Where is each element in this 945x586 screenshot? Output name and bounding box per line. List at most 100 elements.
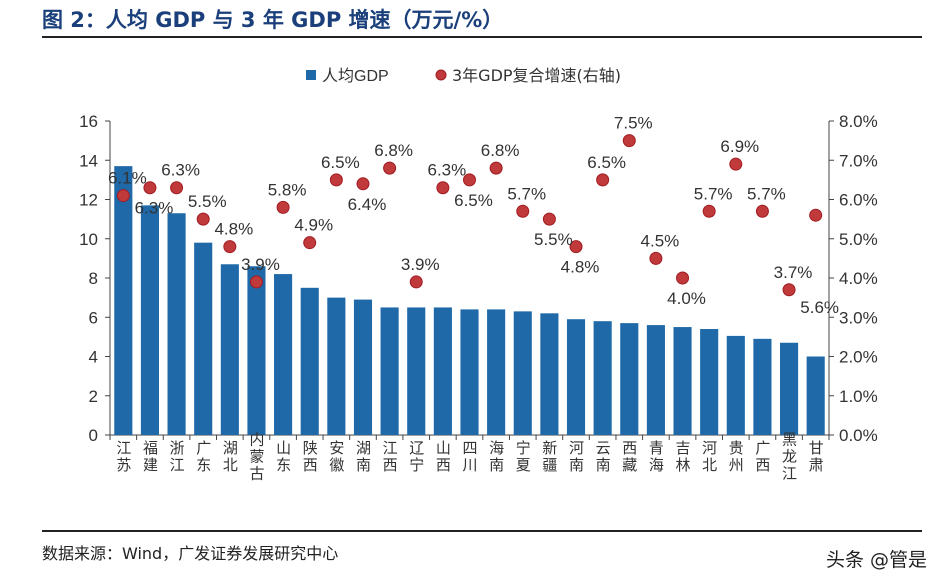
right-tick-label: 0.0% [839, 426, 878, 445]
legend-dot-swatch [435, 69, 447, 81]
legend-bar-label: 人均GDP [322, 67, 389, 85]
x-tick-label: 青海 [647, 440, 665, 474]
right-tick-label: 7.0% [839, 151, 878, 170]
data-label: 6.5% [321, 153, 360, 172]
dot-内蒙古 [249, 275, 263, 289]
dot-江苏 [116, 189, 130, 203]
x-tick-label: 广东 [194, 440, 212, 474]
data-label: 3.9% [241, 255, 280, 274]
left-tick-label: 10 [79, 230, 98, 249]
bar-甘肃 [806, 356, 825, 435]
x-tick-label: 辽宁 [407, 440, 425, 474]
x-tick-label: 吉林 [674, 440, 692, 474]
data-label: 5.6% [800, 298, 839, 317]
right-tick-label: 3.0% [839, 308, 878, 327]
x-tick-label: 河南 [567, 440, 585, 474]
bar-福建 [140, 205, 159, 435]
legend-bar-swatch [306, 70, 316, 80]
dot-辽宁 [409, 275, 423, 289]
data-label: 3.7% [774, 263, 813, 282]
data-label: 7.5% [614, 114, 653, 133]
bar-内蒙古 [247, 266, 266, 435]
title-rule [42, 36, 922, 38]
bar-海南 [487, 309, 506, 435]
dot-贵州 [729, 157, 743, 171]
data-label: 5.7% [694, 184, 733, 203]
data-label: 4.0% [667, 289, 706, 308]
dot-四川 [463, 173, 476, 187]
watermark: 头条 @管是 [825, 549, 927, 571]
dot-陕西 [303, 236, 317, 250]
dot-吉林 [676, 271, 690, 285]
right-tick-label: 1.0% [839, 387, 878, 406]
x-tick-label: 海南 [487, 440, 505, 474]
dot-云南 [596, 173, 610, 187]
data-label: 6.8% [481, 141, 520, 160]
dot-江西 [383, 161, 397, 175]
right-tick-label: 2.0% [839, 348, 878, 367]
data-label: 6.3% [135, 199, 174, 218]
data-label: 5.8% [268, 180, 307, 199]
left-tick-label: 8 [89, 269, 98, 288]
right-tick-label: 4.0% [839, 269, 878, 288]
data-label: 4.8% [561, 258, 600, 277]
data-label: 4.9% [294, 216, 333, 235]
data-label: 5.7% [507, 184, 546, 203]
bar-吉林 [673, 327, 692, 435]
dot-宁夏 [516, 204, 530, 218]
x-tick-label: 福建 [141, 440, 159, 474]
left-tick-label: 6 [89, 308, 98, 327]
right-tick-label: 6.0% [839, 191, 878, 210]
bar-山东 [274, 274, 293, 435]
x-tick-label: 甘肃 [807, 440, 825, 474]
bar-河北 [700, 329, 719, 435]
data-label: 4.8% [214, 220, 253, 239]
data-label: 3.9% [401, 255, 440, 274]
left-tick-label: 14 [79, 151, 98, 170]
dot-西藏 [622, 134, 636, 148]
legend-dot-label: 3年GDP复合增速(右轴) [452, 66, 621, 85]
dot-福建 [143, 181, 157, 195]
x-tick-label: 河北 [700, 440, 718, 474]
dot-河北 [702, 204, 716, 218]
bar-湖南 [353, 299, 373, 435]
data-label: 6.3% [161, 161, 200, 180]
data-label: 6.5% [454, 191, 493, 210]
dot-河南 [569, 240, 583, 254]
data-label: 6.5% [587, 153, 626, 172]
x-tick-label: 湖南 [354, 440, 372, 474]
dot-湖南 [356, 177, 370, 191]
x-tick-label: 四川 [461, 440, 479, 474]
left-tick-label: 0 [89, 426, 98, 445]
bar-广东 [194, 242, 213, 435]
data-label: 6.8% [374, 141, 413, 160]
left-tick-label: 4 [89, 348, 98, 367]
left-tick-label: 12 [79, 191, 98, 210]
data-label: 6.4% [348, 195, 387, 214]
bar-浙江 [167, 213, 186, 435]
x-tick-label: 湖北 [221, 440, 239, 474]
dot-山东 [276, 200, 290, 214]
dot-安徽 [329, 173, 343, 187]
x-tick-label: 宁夏 [514, 440, 532, 474]
bar-安徽 [327, 297, 346, 435]
x-tick-label: 山东 [274, 440, 292, 474]
bar-宁夏 [513, 311, 532, 435]
bar-云南 [593, 321, 612, 435]
chart-title: 图 2：人均 GDP 与 3 年 GDP 增速（万元/%） [42, 8, 504, 32]
left-tick-label: 16 [79, 112, 98, 131]
dot-广西 [755, 204, 769, 218]
right-tick-label: 5.0% [839, 230, 878, 249]
dot-海南 [489, 161, 503, 175]
x-tick-label: 新疆 [540, 440, 558, 474]
data-label: 6.9% [720, 137, 759, 156]
bar-江西 [380, 307, 399, 435]
right-tick-label: 8.0% [839, 112, 878, 131]
bar-新疆 [540, 313, 559, 435]
data-label: 6.1% [108, 169, 147, 188]
data-label: 5.5% [534, 230, 573, 249]
x-tick-label: 江西 [381, 440, 399, 474]
x-tick-label: 山西 [434, 440, 452, 474]
data-label: 4.5% [641, 231, 680, 250]
